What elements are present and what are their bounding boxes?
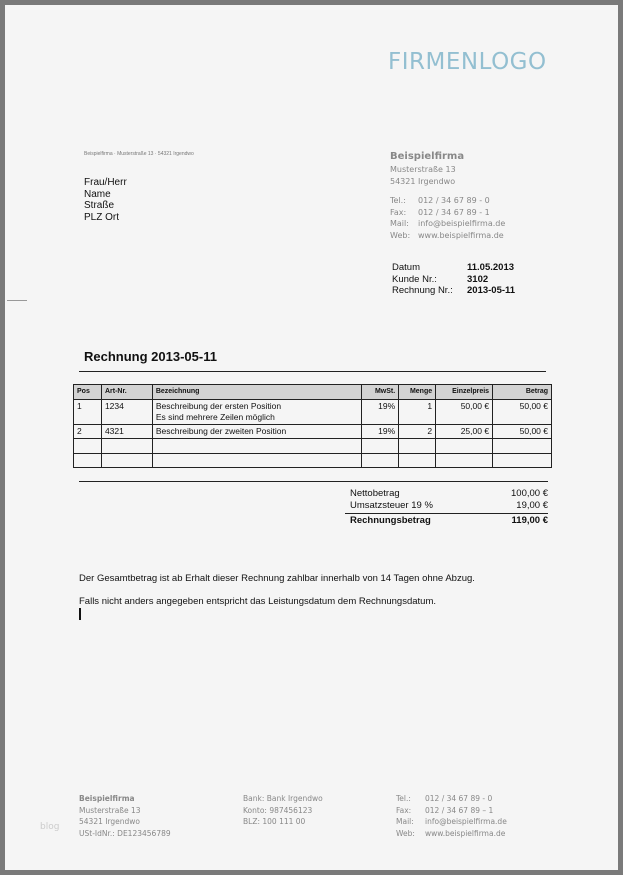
contact-fax: Fax: 012 / 34 67 89 - 1 [390,207,490,217]
sender-line: Beispielfirma · Musterstraße 13 · 54321 … [84,151,194,157]
recipient-name: Name [84,188,111,200]
footer-company: Beispielfirma Musterstraße 13 54321 Irge… [79,794,171,838]
recipient-street: Straße [84,200,115,211]
contact-web: Web: www.beispielfirma.de [390,230,504,240]
contact-mail: Mail: info@beispielfirma.de [390,219,506,228]
divider [79,481,548,482]
meta-customer: Kunde Nr.: 3102 [392,273,489,285]
recipient-address: Frau/Herr Name Straße PLZ Ort [84,177,127,223]
recipient-city: PLZ Ort [84,211,120,223]
table-row: 2 4321 Beschreibung der zweiten Position… [73,424,552,439]
items-table: Pos Art-Nr. Bezeichnung MwSt. Menge Einz… [73,384,552,468]
total-net: Nettobetrag 100,00 € [350,488,548,499]
company-name: Beispielfirma [390,151,465,162]
divider [345,513,548,514]
meta-date: Datum 11.05.2013 [392,262,515,273]
contact-tel: Tel.: 012 / 34 67 89 - 0 [390,196,490,205]
total-gross: Rechnungsbetrag 119,00 € [350,515,548,526]
recipient-salutation: Frau/Herr [84,177,127,188]
meta-invoice-number: Rechnung Nr.: 2013-05-11 [392,285,516,296]
company-street: Musterstraße 13 [390,165,456,174]
text-cursor[interactable] [79,608,81,620]
table-row-empty [73,438,552,454]
total-tax: Umsatzsteuer 19 % 19,00 € [350,500,548,511]
table-header: Pos Art-Nr. Bezeichnung MwSt. Menge Einz… [73,384,552,400]
divider [79,371,546,372]
table-row-empty [73,452,552,468]
company-info: Beispielfirma Musterstraße 13 54321 Irge… [390,150,505,241]
table-row: 1 1234 Beschreibung der ersten Position E… [73,399,552,425]
payment-terms: Der Gesamtbetrag ist ab Erhalt dieser Re… [79,573,475,584]
company-logo: FIRMENLOGO [388,49,547,75]
fold-mark [7,300,27,301]
footer-contact: Tel.: 012 / 34 67 89 - 0 Fax: 012 / 34 67 … [396,794,507,838]
footer-bank: Bank: Bank Irgendwo Konto: 987456123 BLZ… [243,794,323,826]
watermark: blog [40,822,60,832]
company-city: 54321 Irgendwo [390,176,456,186]
page-title: Rechnung 2013-05-11 [84,349,217,364]
invoice-meta: Datum 11.05.2013 Kunde Nr.: 3102 Rechnung … [392,262,515,297]
service-date-note: Falls nicht anders angegeben entspricht … [79,596,436,607]
